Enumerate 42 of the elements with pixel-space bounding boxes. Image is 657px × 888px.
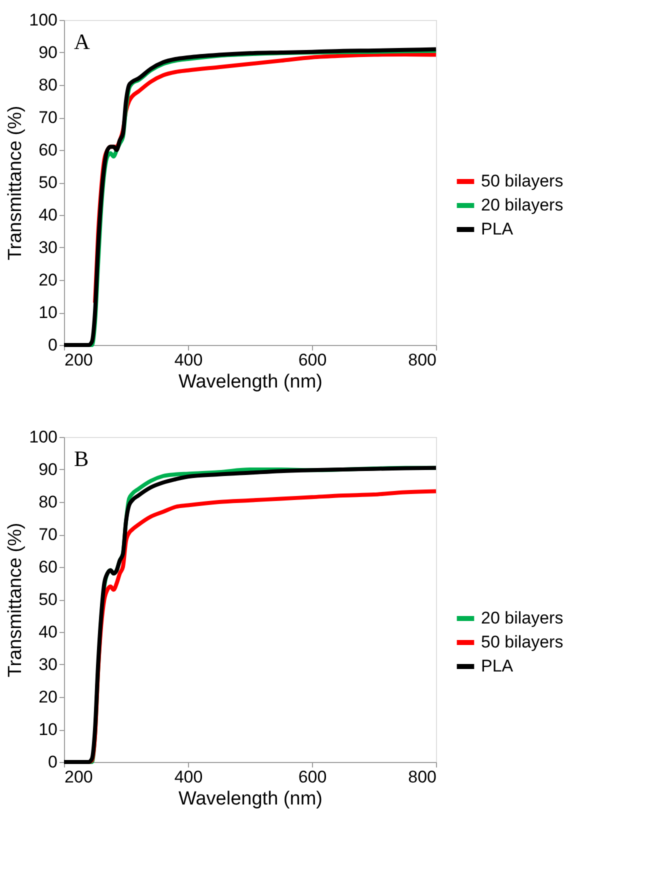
legend-label: 50 bilayers xyxy=(481,172,564,190)
y-tick-label: 20 xyxy=(38,270,58,290)
y-tick-label: 50 xyxy=(38,173,58,192)
y-axis-title: Transmittance (%) xyxy=(5,522,26,678)
y-tick-label: 60 xyxy=(38,558,58,576)
x-tick-label: 600 xyxy=(298,768,327,786)
legend-label: PLA xyxy=(481,656,514,676)
y-tick-label: 10 xyxy=(38,720,58,739)
y-tick-label: 40 xyxy=(38,622,58,642)
x-tick-label: 800 xyxy=(408,350,436,370)
legend-label: 20 bilayers xyxy=(481,608,564,628)
x-tick-label: 600 xyxy=(298,350,327,370)
y-tick-label: 70 xyxy=(38,108,58,127)
x-tick-label: 200 xyxy=(64,768,93,786)
legend-label: 50 bilayers xyxy=(481,632,564,652)
x-axis-title: Wavelength (nm) xyxy=(178,372,322,392)
y-tick-label: 20 xyxy=(38,688,58,706)
x-tick-label: 800 xyxy=(408,768,436,786)
x-axis-title: Wavelength (nm) xyxy=(178,788,322,810)
y-tick-label: 40 xyxy=(38,206,58,224)
y-tick-label: 30 xyxy=(38,238,58,257)
y-tick-label: 70 xyxy=(38,525,58,544)
y-tick-label: 30 xyxy=(38,655,58,674)
y-tick-label: 100 xyxy=(29,428,58,446)
y-tick-label: 80 xyxy=(38,492,58,512)
x-tick-label: 400 xyxy=(174,768,203,786)
x-tick-label: 400 xyxy=(174,350,203,370)
legend-label: 20 bilayers xyxy=(481,196,564,214)
y-tick-label: 0 xyxy=(48,752,58,772)
annotation: B xyxy=(74,446,89,471)
y-tick-label: 0 xyxy=(48,336,58,354)
y-axis-title: Transmittance (%) xyxy=(5,106,26,260)
y-tick-label: 10 xyxy=(38,303,58,322)
x-tick-label: 200 xyxy=(64,350,93,370)
y-tick-label: 100 xyxy=(29,10,58,30)
y-tick-label: 90 xyxy=(38,43,58,62)
y-tick-label: 80 xyxy=(38,76,58,94)
y-tick-label: 60 xyxy=(38,140,58,160)
y-tick-label: 90 xyxy=(38,460,58,479)
y-tick-label: 50 xyxy=(38,590,58,609)
annotation: A xyxy=(74,29,90,54)
legend-label: PLA xyxy=(481,220,514,238)
